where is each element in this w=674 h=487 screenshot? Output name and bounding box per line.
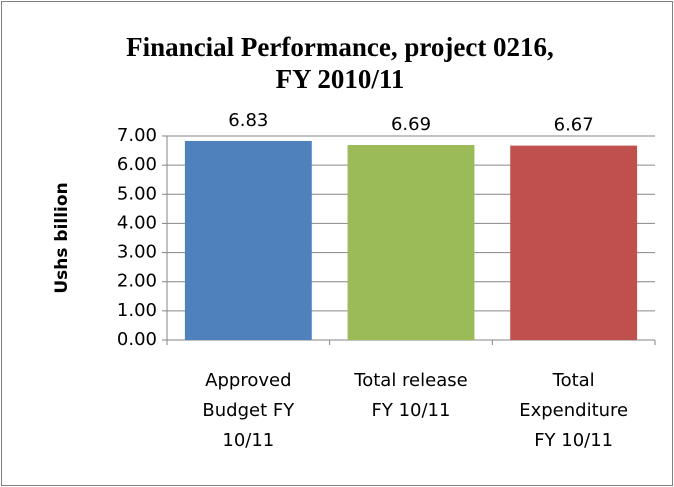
data-label: 6.67 — [554, 115, 594, 136]
x-tick-label: FY 10/11 — [534, 430, 613, 451]
chart-title: FY 2010/11 — [276, 64, 405, 94]
x-tick-label: Total — [552, 370, 595, 391]
y-tick-label: 6.00 — [117, 154, 157, 175]
x-tick-label: Expenditure — [519, 400, 628, 421]
x-tick-label: Approved — [205, 370, 291, 391]
x-tick-label: Total release — [353, 370, 467, 391]
y-tick-label: 5.00 — [117, 183, 157, 204]
bar — [347, 145, 475, 340]
x-tick-label: Budget FY — [202, 400, 295, 421]
y-tick-label: 4.00 — [117, 212, 157, 233]
y-tick-label: 7.00 — [117, 125, 157, 146]
x-tick-label: FY 10/11 — [372, 400, 451, 421]
x-tick-label: 10/11 — [222, 430, 274, 451]
y-tick-label: 3.00 — [117, 242, 157, 263]
y-tick-label: 1.00 — [117, 300, 157, 321]
data-label: 6.83 — [228, 110, 268, 131]
bar — [184, 140, 312, 340]
data-label: 6.69 — [391, 114, 431, 135]
y-tick-label: 0.00 — [117, 329, 157, 350]
bar — [510, 145, 638, 340]
y-axis-label: Ushs billion — [52, 182, 72, 293]
chart-title: Financial Performance, project 0216, — [126, 32, 554, 62]
y-tick-label: 2.00 — [117, 271, 157, 292]
